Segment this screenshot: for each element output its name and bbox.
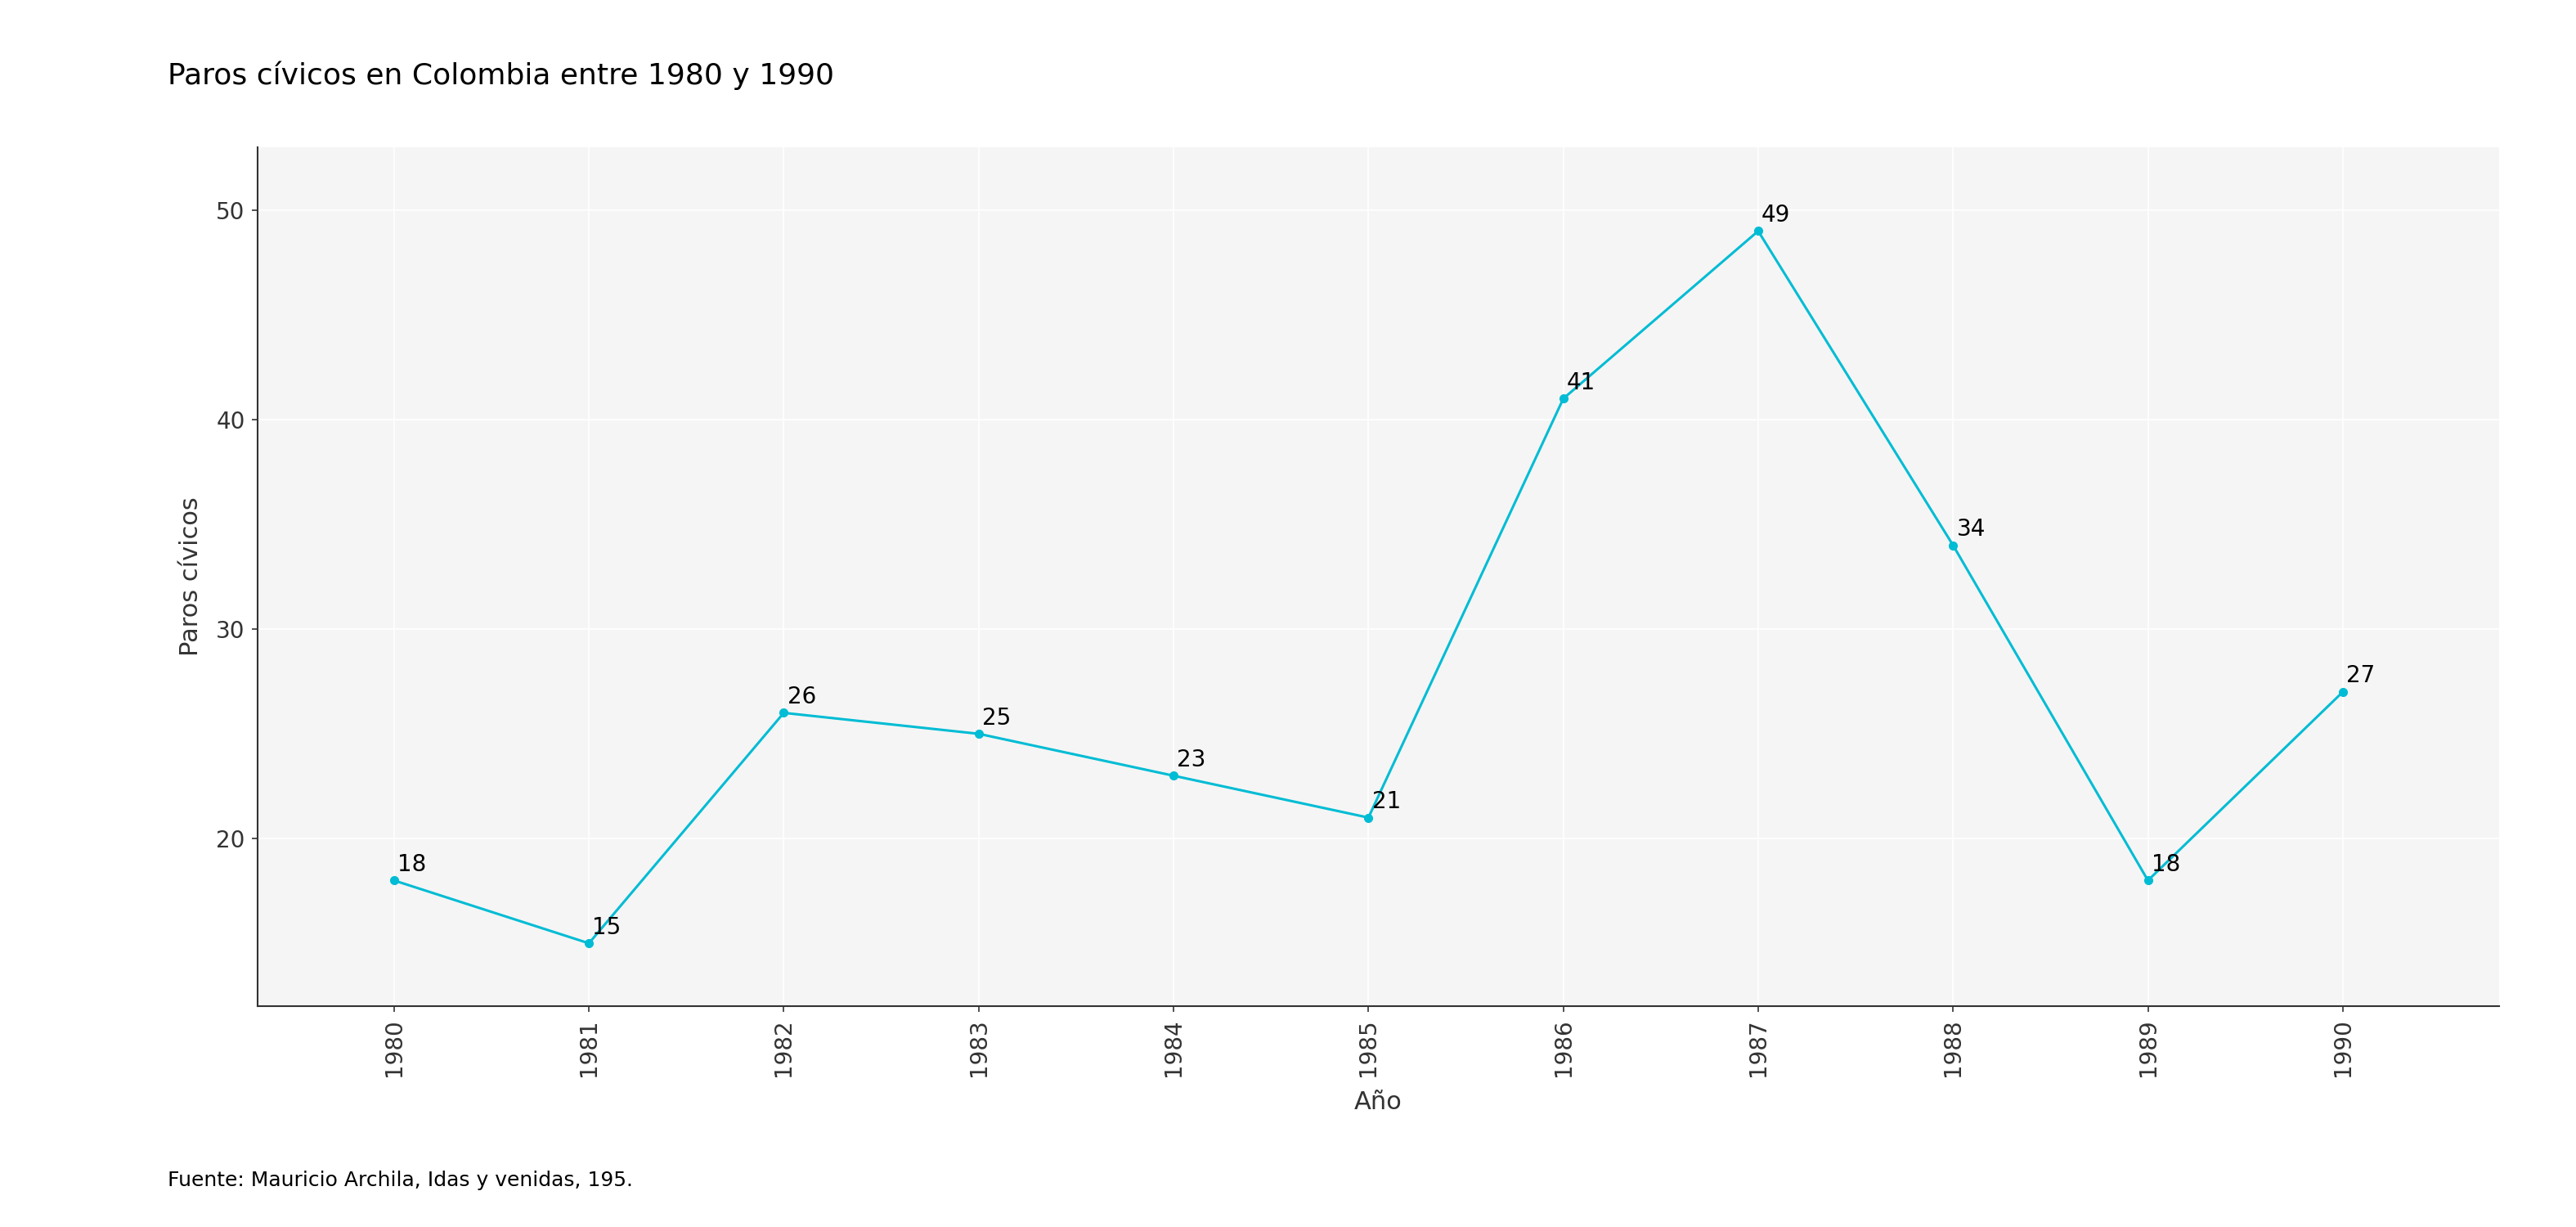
Text: 41: 41 [1566, 372, 1595, 394]
Text: 21: 21 [1373, 790, 1401, 814]
Text: Paros cívicos en Colombia entre 1980 y 1990: Paros cívicos en Colombia entre 1980 y 1… [167, 61, 835, 91]
Text: 26: 26 [788, 686, 817, 708]
Text: Fuente: Mauricio Archila, Idas y venidas, 195.: Fuente: Mauricio Archila, Idas y venidas… [167, 1171, 634, 1190]
Text: 23: 23 [1177, 748, 1206, 771]
Text: 18: 18 [397, 853, 425, 876]
Text: 34: 34 [1955, 518, 1986, 541]
Text: 18: 18 [2151, 853, 2179, 876]
Text: 25: 25 [981, 707, 1010, 729]
Text: 27: 27 [2347, 665, 2375, 687]
Text: 49: 49 [1762, 204, 1790, 227]
Y-axis label: Paros cívicos: Paros cívicos [178, 497, 204, 656]
Text: 15: 15 [592, 915, 621, 939]
X-axis label: Año: Año [1355, 1091, 1401, 1114]
